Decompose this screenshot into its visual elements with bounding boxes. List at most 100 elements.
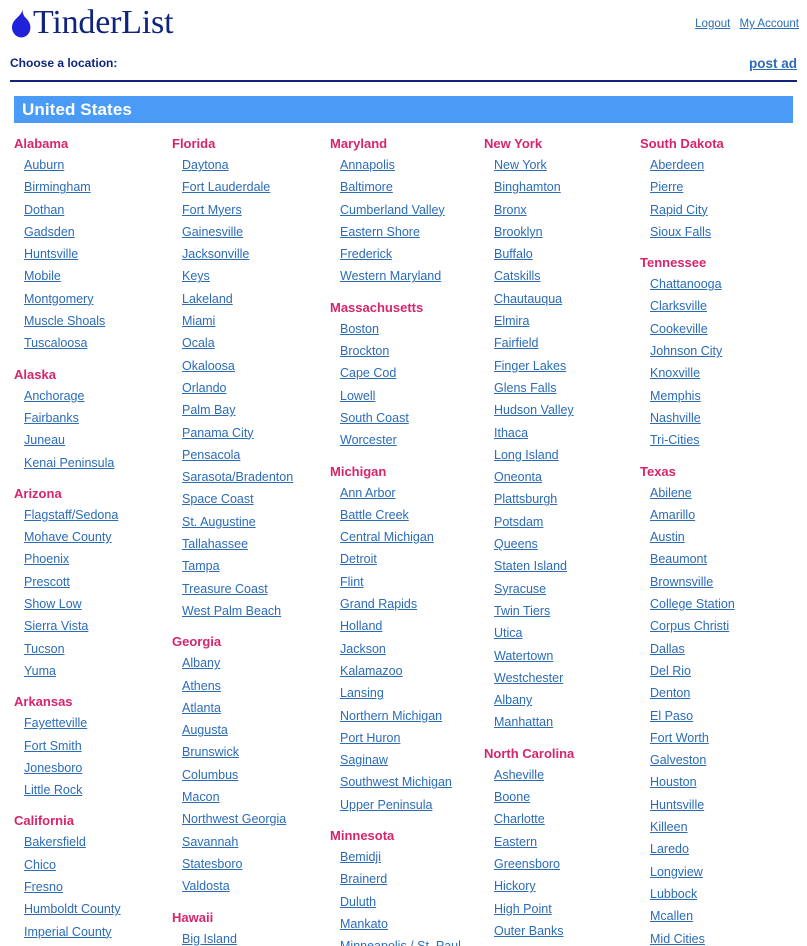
city-link[interactable]: New York <box>494 158 547 172</box>
city-link[interactable]: Sarasota/Bradenton <box>182 470 294 485</box>
city-link[interactable]: Elmira <box>494 314 530 329</box>
city-link[interactable]: Palm Bay <box>182 403 236 418</box>
city-link[interactable]: Galveston <box>650 753 707 768</box>
site-logo[interactable]: TinderList <box>10 6 174 40</box>
city-link[interactable]: Dothan <box>24 202 65 217</box>
city-link[interactable]: South Coast <box>340 410 409 425</box>
city-link[interactable]: Queens <box>494 537 538 552</box>
city-link[interactable]: Yuma <box>24 663 56 678</box>
city-link[interactable]: Eastern <box>494 834 538 849</box>
city-link[interactable]: Central Michigan <box>340 530 434 545</box>
city-link[interactable]: Pierre <box>650 180 684 195</box>
city-link[interactable]: Tampa <box>182 559 220 574</box>
city-link[interactable]: Northern Michigan <box>340 708 443 723</box>
city-link[interactable]: Oneonta <box>494 470 542 485</box>
city-link[interactable]: Upper Peninsula <box>340 797 433 812</box>
city-link[interactable]: El Paso <box>650 708 694 723</box>
city-link[interactable]: Finger Lakes <box>494 358 567 373</box>
city-link[interactable]: Plattsburgh <box>494 492 558 507</box>
city-link[interactable]: Tallahassee <box>182 537 249 552</box>
city-link[interactable]: Jonesboro <box>24 760 83 775</box>
city-link[interactable]: Staten Island <box>494 559 567 574</box>
city-link[interactable]: Frederick <box>340 247 393 262</box>
city-link[interactable]: Brainerd <box>340 872 388 887</box>
city-link[interactable]: Miami <box>182 314 216 329</box>
city-link[interactable]: Grand Rapids <box>340 597 418 612</box>
city-link[interactable]: Johnson City <box>650 344 723 359</box>
city-link[interactable]: Fort Worth <box>650 730 709 745</box>
city-link[interactable]: Little Rock <box>24 783 83 798</box>
city-link[interactable]: Ann Arbor <box>340 485 396 500</box>
city-link[interactable]: Hudson Valley <box>494 403 574 418</box>
city-link[interactable]: Albany <box>182 656 221 671</box>
post-ad-link[interactable]: post ad <box>748 56 797 71</box>
city-link[interactable]: Worcester <box>340 433 397 448</box>
city-link[interactable]: Corpus Christi <box>650 619 730 634</box>
city-link[interactable]: Killeen <box>650 820 688 835</box>
city-link[interactable]: Panama City <box>182 425 254 440</box>
city-link[interactable]: Rapid City <box>650 202 708 217</box>
city-link[interactable]: Saginaw <box>340 753 388 768</box>
city-link[interactable]: Mohave County <box>24 530 112 545</box>
city-link[interactable]: Fairfield <box>494 336 539 351</box>
city-link[interactable]: Albany <box>494 693 533 708</box>
city-link[interactable]: Outer Banks <box>494 923 564 938</box>
city-link[interactable]: Mankato <box>340 916 388 931</box>
city-link[interactable]: Valdosta <box>182 879 230 894</box>
city-link[interactable]: Statesboro <box>182 856 243 871</box>
city-link[interactable]: High Point <box>494 901 552 916</box>
city-link[interactable]: Brunswick <box>182 745 239 760</box>
logout-link[interactable]: Logout <box>695 18 731 30</box>
city-link[interactable]: Amarillo <box>650 507 696 522</box>
city-link[interactable]: Houston <box>650 775 697 790</box>
city-link[interactable]: Baltimore <box>340 180 393 195</box>
city-link[interactable]: Bakersfield <box>24 835 86 850</box>
city-link[interactable]: Huntsville <box>650 797 705 812</box>
city-link[interactable]: Chattanooga <box>650 277 722 292</box>
city-link[interactable]: Mid Cities <box>650 931 705 946</box>
city-link[interactable]: Westchester <box>494 670 564 685</box>
city-link[interactable]: Jacksonville <box>182 247 250 262</box>
my-account-link[interactable]: My Account <box>739 18 799 30</box>
city-link[interactable]: Laredo <box>650 842 689 857</box>
city-link[interactable]: Western Maryland <box>340 269 442 284</box>
city-link[interactable]: Tri-Cities <box>650 433 700 448</box>
city-link[interactable]: Lowell <box>340 388 376 403</box>
city-link[interactable]: Manhattan <box>494 715 554 730</box>
city-link[interactable]: Cumberland Valley <box>340 202 445 217</box>
city-link[interactable]: Athens <box>182 678 221 693</box>
city-link[interactable]: Hickory <box>494 879 536 894</box>
city-link[interactable]: Long Island <box>494 447 559 462</box>
city-link[interactable]: Lansing <box>340 686 384 701</box>
city-link[interactable]: Atlanta <box>182 700 221 715</box>
city-link[interactable]: Ocala <box>182 336 215 351</box>
city-link[interactable]: Kalamazoo <box>340 663 403 678</box>
city-link[interactable]: Montgomery <box>24 291 94 306</box>
city-link[interactable]: Charlotte <box>494 812 545 827</box>
city-link[interactable]: Tuscaloosa <box>24 336 88 351</box>
city-link[interactable]: Keys <box>182 269 210 284</box>
city-link[interactable]: Binghamton <box>494 180 561 195</box>
city-link[interactable]: Imperial County <box>24 924 112 939</box>
city-link[interactable]: Mcallen <box>650 909 694 924</box>
city-link[interactable]: Cookeville <box>650 321 708 336</box>
city-link[interactable]: Eastern Shore <box>340 224 420 239</box>
city-link[interactable]: Jackson <box>340 641 386 656</box>
city-link[interactable]: Twin Tiers <box>494 603 551 618</box>
city-link[interactable]: Savannah <box>182 834 239 849</box>
city-link[interactable]: Pensacola <box>182 447 241 462</box>
city-link[interactable]: Longview <box>650 864 703 879</box>
city-link[interactable]: Nashville <box>650 410 701 425</box>
city-link[interactable]: Denton <box>650 686 691 701</box>
city-link[interactable]: Detroit <box>340 552 377 567</box>
city-link[interactable]: Fresno <box>24 880 63 895</box>
city-link[interactable]: Watertown <box>494 648 554 663</box>
city-link[interactable]: Clarksville <box>650 299 707 314</box>
city-link[interactable]: Boone <box>494 790 531 805</box>
city-link[interactable]: Gadsden <box>24 224 75 239</box>
city-link[interactable]: Anchorage <box>24 388 85 403</box>
city-link[interactable]: Austin <box>650 530 685 545</box>
city-link[interactable]: Flagstaff/Sedona <box>24 507 119 522</box>
city-link[interactable]: Duluth <box>340 894 377 909</box>
city-link[interactable]: Fort Myers <box>182 202 242 217</box>
